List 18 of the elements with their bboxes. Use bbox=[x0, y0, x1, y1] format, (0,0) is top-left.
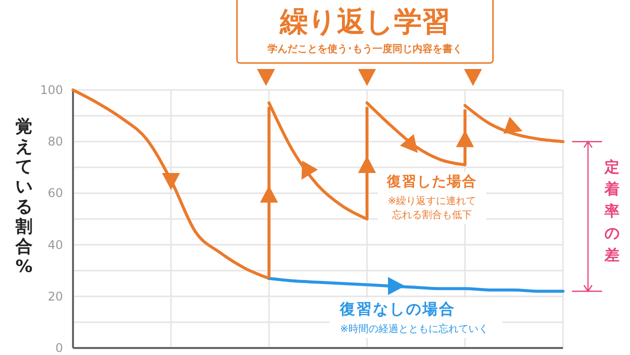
y-tick-label: 60 bbox=[48, 186, 63, 200]
line-series bbox=[464, 104, 564, 144]
y-tick-label: 20 bbox=[48, 289, 63, 304]
y-tick-label: 80 bbox=[48, 134, 63, 149]
chart-subtitle: 学んだことを使う･もう一度同じ内容を書く bbox=[268, 43, 462, 55]
line-series bbox=[72, 88, 270, 280]
y-tick-label: 0 bbox=[55, 341, 63, 355]
y-tick-label: 40 bbox=[48, 238, 63, 252]
text: 復習した場合 bbox=[386, 174, 477, 190]
line-series bbox=[366, 101, 466, 166]
annotation: ※繰り返すに連れて忘れる割合も低下 bbox=[388, 195, 476, 221]
y-tick-label: 100 bbox=[40, 83, 63, 97]
line-series bbox=[268, 101, 368, 220]
chart-title: 繰り返し学習 bbox=[279, 5, 450, 38]
annotation: ※時間の経過とともに忘れていく bbox=[340, 323, 488, 335]
series-label: 復習なしの場合 bbox=[339, 300, 456, 318]
text: 定着率の差 bbox=[604, 158, 620, 264]
y-axis-title: 覚えている割合% bbox=[14, 117, 33, 277]
